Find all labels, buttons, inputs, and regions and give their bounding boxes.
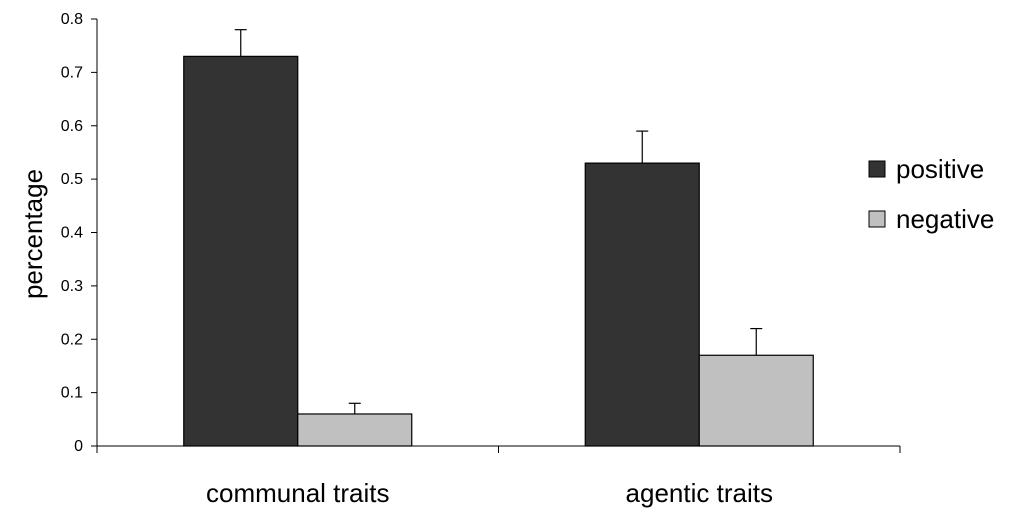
y-axis-title: percentage (18, 169, 48, 299)
bar-positive-0 (183, 55, 299, 447)
legend-label-negative: negative (896, 204, 994, 234)
legend-label-positive: positive (896, 154, 984, 184)
bar-negative-0 (297, 413, 413, 447)
y-tick-label: 0.2 (61, 331, 83, 348)
legend-swatch-negative (868, 210, 886, 228)
y-tick-label: 0.8 (61, 11, 83, 28)
y-tick-label: 0.5 (61, 171, 83, 188)
x-category-label: communal traits (206, 478, 390, 508)
x-category-label: agentic traits (626, 478, 773, 508)
y-tick-label: 0.3 (61, 278, 83, 295)
legend: positive negative (868, 154, 994, 234)
y-axis: 0 0.1 0.2 0.3 0.4 0.5 0.6 0.7 0.8 (61, 11, 98, 455)
bar-positive-1 (584, 162, 700, 447)
y-tick-label: 0 (74, 438, 83, 455)
y-tick-label: 0.7 (61, 64, 83, 81)
y-tick-label: 0.4 (61, 225, 83, 242)
legend-swatch-positive (868, 160, 886, 178)
y-tick-label: 0.6 (61, 118, 83, 135)
bar-negative-1 (698, 354, 814, 447)
y-tick-label: 0.1 (61, 385, 83, 402)
bars (183, 55, 814, 447)
error-bars (234, 29, 763, 414)
x-axis: communal traits agentic traits (96, 445, 901, 508)
